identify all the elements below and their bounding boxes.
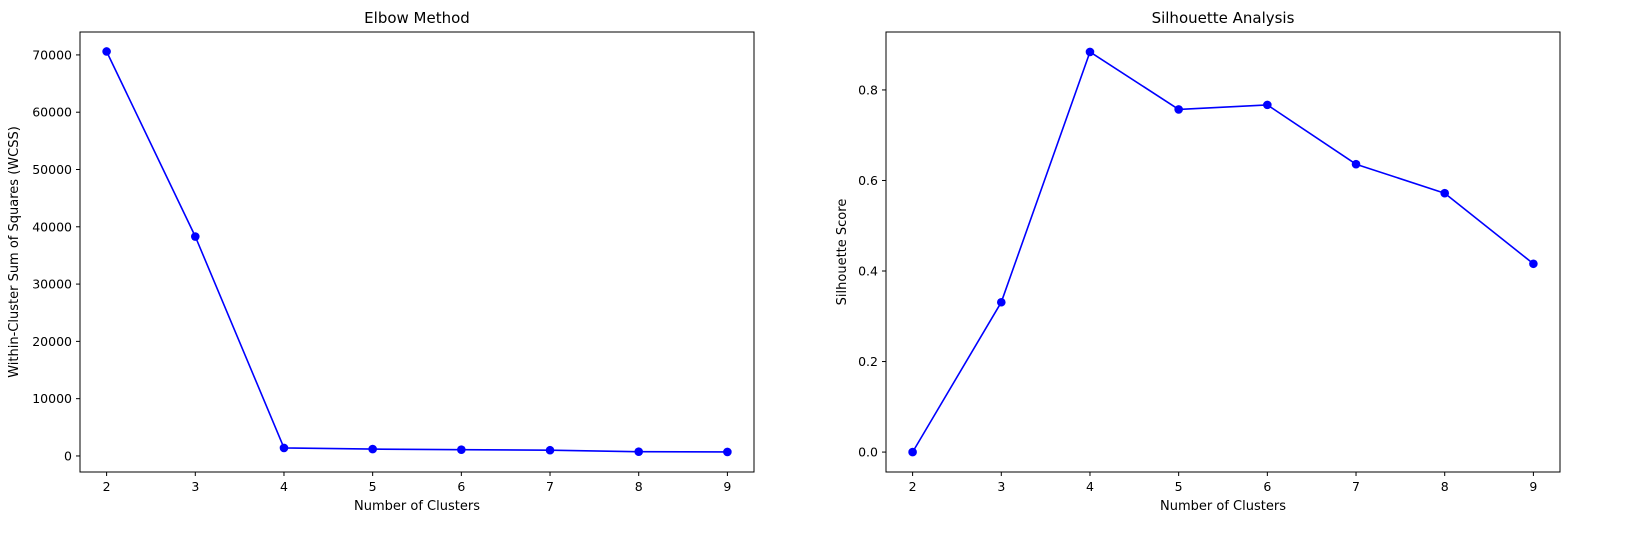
elbow-y-tick-label: 40000 bbox=[32, 219, 72, 234]
silhouette-x-tick-label: 3 bbox=[997, 479, 1005, 494]
silhouette-data-point bbox=[1174, 105, 1183, 114]
elbow-x-tick-label: 9 bbox=[723, 479, 731, 494]
silhouette-x-tick-label: 2 bbox=[909, 479, 917, 494]
silhouette-x-tick-label: 8 bbox=[1441, 479, 1449, 494]
silhouette-x-tick-label: 7 bbox=[1352, 479, 1360, 494]
silhouette-x-tick-label: 4 bbox=[1086, 479, 1094, 494]
silhouette-x-axis-label: Number of Clusters bbox=[1160, 499, 1286, 514]
elbow-y-tick-label: 20000 bbox=[32, 334, 72, 349]
silhouette-data-point bbox=[1529, 259, 1538, 269]
elbow-x-tick-label: 5 bbox=[369, 479, 377, 494]
silhouette-data-point bbox=[908, 447, 917, 457]
silhouette-data-point bbox=[1351, 159, 1361, 169]
elbow-data-point bbox=[279, 443, 289, 453]
silhouette-y-tick-label: 0.4 bbox=[858, 264, 878, 279]
silhouette-chart-panel: 2 3 4 5 6 7 8 9 0.0 0.2 0.4 0.6 0.8 Silhouette Analys… bbox=[835, 9, 1561, 514]
silhouette-chart-title: Silhouette Analysis bbox=[1152, 9, 1295, 27]
silhouette-data-point bbox=[996, 297, 1006, 307]
elbow-x-tick-label: 6 bbox=[457, 479, 465, 494]
elbow-data-point bbox=[723, 447, 732, 457]
elbow-x-axis-label: Number of Clusters bbox=[354, 499, 480, 514]
elbow-data-point bbox=[545, 445, 555, 455]
silhouette-x-tick-label: 6 bbox=[1263, 479, 1271, 494]
silhouette-series-line bbox=[911, 51, 1534, 453]
elbow-x-tick-label: 4 bbox=[280, 479, 288, 494]
elbow-y-tick-label: 50000 bbox=[32, 162, 72, 177]
silhouette-data-point bbox=[1263, 100, 1272, 110]
elbow-x-tick-label: 3 bbox=[191, 479, 199, 494]
elbow-x-tick-label: 8 bbox=[635, 479, 643, 494]
elbow-data-point bbox=[634, 447, 644, 456]
silhouette-y-axis-label: Silhouette Score bbox=[835, 199, 850, 306]
silhouette-y-tick-label: 0.2 bbox=[858, 354, 878, 369]
elbow-axes-frame bbox=[79, 31, 755, 473]
elbow-data-point bbox=[368, 444, 377, 454]
elbow-y-tick-label: 30000 bbox=[32, 277, 72, 292]
silhouette-y-tick-label: 0.8 bbox=[858, 82, 878, 97]
elbow-y-tick-label: 10000 bbox=[32, 391, 72, 406]
elbow-y-tick-label: 60000 bbox=[32, 105, 72, 120]
silhouette-x-tick-label: 9 bbox=[1529, 479, 1537, 494]
silhouette-y-tick-label: 0.0 bbox=[858, 445, 878, 460]
silhouette-data-point bbox=[1440, 188, 1450, 198]
elbow-x-tick-label: 7 bbox=[546, 479, 554, 494]
silhouette-axes-frame bbox=[885, 31, 1561, 473]
elbow-chart-title: Elbow Method bbox=[364, 9, 470, 27]
elbow-y-tick-label: 70000 bbox=[32, 47, 72, 62]
elbow-data-point bbox=[457, 445, 466, 454]
silhouette-x-tick-label: 5 bbox=[1175, 479, 1183, 494]
elbow-x-tick-label: 2 bbox=[103, 479, 111, 494]
silhouette-y-tick-label: 0.6 bbox=[858, 173, 878, 188]
silhouette-data-point bbox=[1085, 47, 1095, 57]
elbow-data-point bbox=[190, 232, 200, 241]
elbow-data-point bbox=[102, 47, 111, 56]
elbow-y-tick-label: 0 bbox=[64, 448, 72, 463]
elbow-y-axis-label: Within-Cluster Sum of Squares (WCSS) bbox=[7, 126, 22, 378]
elbow-series-line bbox=[105, 51, 728, 453]
elbow-chart-panel: 2 3 4 5 6 7 8 9 0 10000 20000 30000 40000 50000 60000 7… bbox=[7, 9, 755, 514]
